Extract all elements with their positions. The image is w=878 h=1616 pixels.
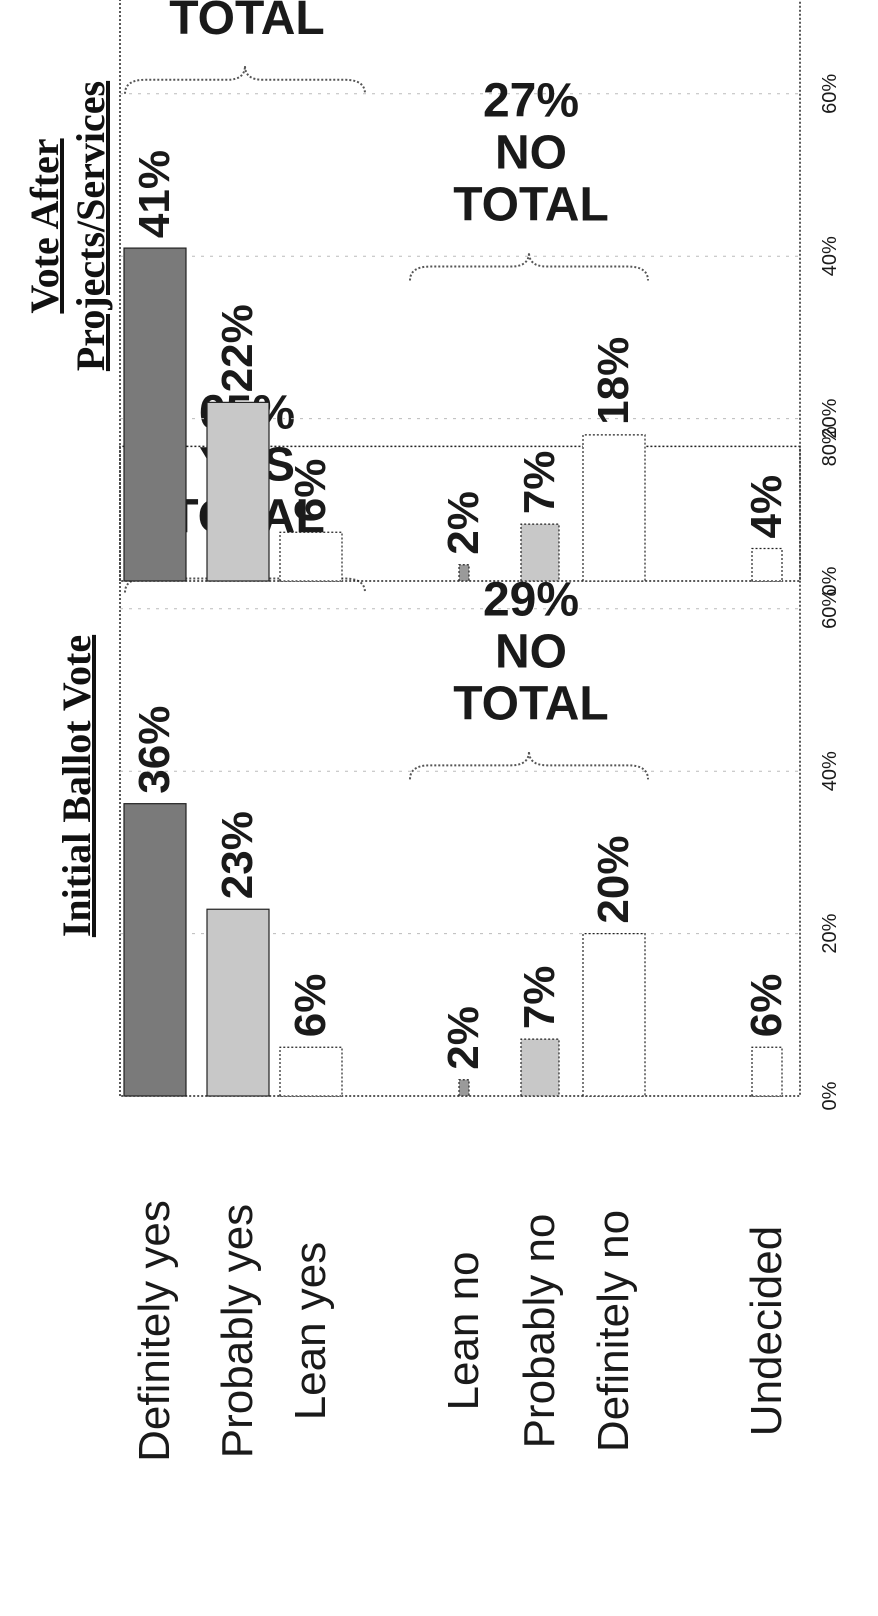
bar-lean-yes (279, 531, 343, 582)
value-label: 6% (742, 974, 791, 1038)
tick-label: 0% (819, 566, 841, 595)
value-label: 6% (286, 459, 335, 523)
tick-label: 80% (819, 426, 841, 466)
bar-definitely-no (582, 434, 646, 582)
tick-label: 60% (819, 589, 841, 629)
value-label: 41% (130, 150, 179, 238)
brace (124, 65, 366, 94)
category-labels: Definitely yes Probably yes Lean yes Lean n… (130, 1200, 791, 1462)
value-label: 23% (213, 811, 262, 899)
bar-probably-yes (206, 908, 270, 1097)
bar-undecided (751, 1046, 783, 1097)
category-label: Undecided (742, 1226, 791, 1436)
bar-lean-no (458, 564, 470, 582)
bar-probably-no (520, 1038, 560, 1097)
tick-label: 20% (819, 398, 841, 438)
bar-probably-no (520, 523, 560, 582)
tick-label: 20% (819, 913, 841, 953)
total-annotation: NO (495, 127, 567, 180)
value-label: 20% (589, 836, 638, 924)
value-label: 4% (742, 475, 791, 539)
panel-vote-after: 0%20%40%60%80%41%22%6%2%7%18%4%TOTALYES6… (22, 0, 841, 595)
bar-probably-yes (206, 401, 270, 582)
value-label: 36% (130, 706, 179, 794)
chart-title: Vote After (22, 138, 67, 313)
tick-label: 40% (819, 236, 841, 276)
bar-lean-yes (279, 1046, 343, 1097)
chart-title: Projects/Services (68, 81, 113, 371)
category-label: Lean yes (286, 1242, 335, 1421)
chart-title: Initial Ballot Vote (54, 635, 99, 937)
brace (409, 751, 649, 780)
total-annotation: NO (495, 625, 567, 678)
total-annotation: TOTAL (453, 677, 609, 730)
value-label: 18% (589, 337, 638, 425)
bar-undecided (751, 547, 783, 582)
bar-lean-no (458, 1079, 470, 1097)
tick-label: 60% (819, 74, 841, 114)
value-label: 22% (213, 304, 262, 392)
bar-definitely-yes (123, 803, 187, 1097)
tick-label: 40% (819, 751, 841, 791)
tick-label: 0% (819, 1081, 841, 1110)
value-label: 6% (286, 974, 335, 1038)
total-annotation: 29% (483, 573, 579, 626)
category-label: Definitely yes (130, 1200, 179, 1462)
value-label: 2% (439, 1006, 488, 1070)
category-label: Probably yes (213, 1204, 262, 1458)
category-label: Definitely no (589, 1210, 638, 1452)
value-label: 7% (515, 966, 564, 1030)
category-label: Probably no (515, 1214, 564, 1449)
total-annotation: TOTAL (169, 0, 325, 45)
total-annotation: TOTAL (453, 179, 609, 232)
value-label: 2% (439, 491, 488, 555)
bar-definitely-yes (123, 247, 187, 582)
brace (409, 252, 649, 281)
rotated-figure: Definitely yes Probably yes Lean yes Lean n… (22, 0, 841, 1462)
bar-definitely-no (582, 933, 646, 1097)
brace (124, 564, 366, 593)
category-label: Lean no (439, 1251, 488, 1410)
value-label: 7% (515, 451, 564, 515)
total-annotation: 27% (483, 75, 579, 128)
